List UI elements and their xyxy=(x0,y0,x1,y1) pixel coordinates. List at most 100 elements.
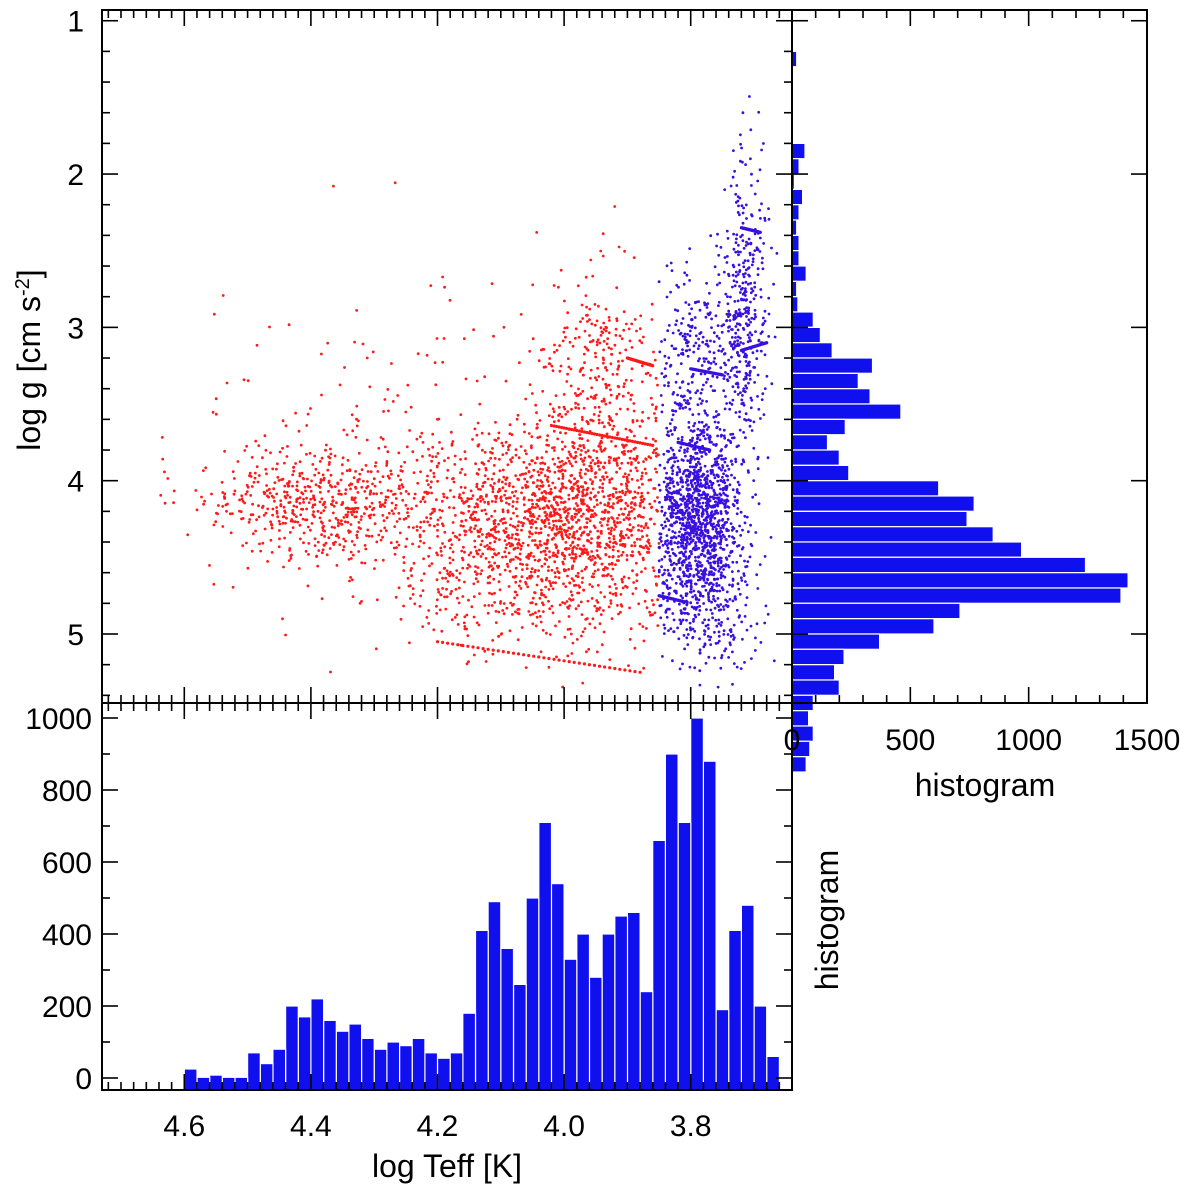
scatter-point xyxy=(683,582,687,586)
scatter-point xyxy=(399,465,403,468)
scatter-point xyxy=(743,418,746,421)
scatter-point xyxy=(665,534,669,537)
scatter-point xyxy=(564,335,567,339)
scatter-point xyxy=(681,497,685,501)
scatter-point xyxy=(709,516,713,520)
scatter-point xyxy=(754,293,758,297)
scatter-point xyxy=(373,567,376,570)
scatter-point xyxy=(692,491,695,495)
scatter-point xyxy=(381,437,385,441)
scatter-point xyxy=(554,534,558,537)
scatter-point xyxy=(432,471,436,475)
scatter-point xyxy=(758,236,762,240)
scatter-point xyxy=(353,543,356,547)
scatter-point xyxy=(281,515,285,519)
scatter-point xyxy=(473,539,477,543)
scatter-point xyxy=(586,538,589,542)
scatter-point xyxy=(585,548,588,552)
scatter-point xyxy=(584,472,587,476)
scatter-point xyxy=(531,502,534,506)
scatter-point xyxy=(713,545,716,548)
scatter-point xyxy=(616,604,619,607)
scatter-point xyxy=(541,520,544,524)
scatter-point xyxy=(762,242,765,245)
scatter-point xyxy=(686,332,689,336)
scatter-point xyxy=(697,514,701,517)
scatter-point xyxy=(689,540,693,544)
scatter-point xyxy=(708,350,712,354)
scatter-point xyxy=(749,406,753,410)
scatter-point xyxy=(670,344,674,348)
scatter-point xyxy=(433,524,436,528)
scatter-point xyxy=(225,381,229,385)
scatter-point xyxy=(586,439,590,442)
scatter-point xyxy=(248,518,252,521)
scatter-point xyxy=(657,575,660,578)
scatter-point xyxy=(430,491,433,495)
scatter-point xyxy=(430,459,433,463)
scatter-point xyxy=(390,362,393,365)
scatter-point xyxy=(516,542,519,546)
scatter-point xyxy=(642,526,646,530)
scatter-point xyxy=(640,341,644,345)
scatter-point xyxy=(412,526,415,529)
scatter-point xyxy=(283,461,286,465)
scatter-point xyxy=(693,481,697,485)
scatter-point xyxy=(429,486,433,489)
scatter-point xyxy=(678,568,682,571)
scatter-point xyxy=(681,317,685,320)
scatter-point xyxy=(671,413,675,417)
scatter-point xyxy=(563,557,566,561)
scatter-point xyxy=(703,543,707,547)
scatter-point xyxy=(321,528,325,532)
scatter-point xyxy=(372,477,376,481)
scatter-point xyxy=(579,320,582,323)
scatter-point xyxy=(597,491,600,494)
scatter-point xyxy=(597,304,600,308)
scatter-point xyxy=(719,493,723,497)
scatter-point xyxy=(716,564,720,568)
scatter-point xyxy=(720,586,724,590)
scatter-point xyxy=(494,609,498,613)
scatter-point xyxy=(582,488,585,491)
scatter-point xyxy=(748,331,752,335)
scatter-point xyxy=(489,528,493,532)
scatter-point xyxy=(702,554,706,558)
scatter-point xyxy=(670,511,674,514)
scatter-point xyxy=(755,248,759,252)
scatter-point xyxy=(738,524,741,528)
scatter-point xyxy=(231,585,235,589)
scatter-point xyxy=(704,486,708,490)
scatter-point xyxy=(454,587,458,591)
scatter-point xyxy=(723,352,726,356)
scatter-point xyxy=(681,351,685,355)
scatter-point xyxy=(353,507,357,511)
scatter-point xyxy=(533,520,537,524)
scatter-point xyxy=(256,480,260,484)
scatter-point xyxy=(663,513,666,517)
scatter-point xyxy=(696,471,699,475)
scatter-point xyxy=(557,576,561,580)
scatter-point xyxy=(221,505,225,508)
scatter-point xyxy=(299,513,303,517)
scatter-point xyxy=(559,516,563,519)
scatter-point xyxy=(637,513,641,517)
scatter-point xyxy=(611,427,614,431)
scatter-point xyxy=(617,365,620,369)
scatter-point xyxy=(716,597,720,600)
scatter-point xyxy=(422,520,426,524)
scatter-point xyxy=(656,383,659,387)
scatter-point xyxy=(705,504,708,508)
scatter-point xyxy=(653,412,656,415)
scatter-point xyxy=(583,481,587,484)
scatter-point xyxy=(590,431,594,436)
scatter-point xyxy=(682,282,686,286)
scatter-point xyxy=(459,413,463,416)
scatter-point xyxy=(649,613,652,617)
scatter-point xyxy=(572,557,576,560)
scatter-point xyxy=(412,471,416,474)
scatter-point xyxy=(688,465,692,469)
scatter-point xyxy=(478,496,482,500)
scatter-point xyxy=(584,275,588,279)
scatter-point xyxy=(289,554,293,558)
